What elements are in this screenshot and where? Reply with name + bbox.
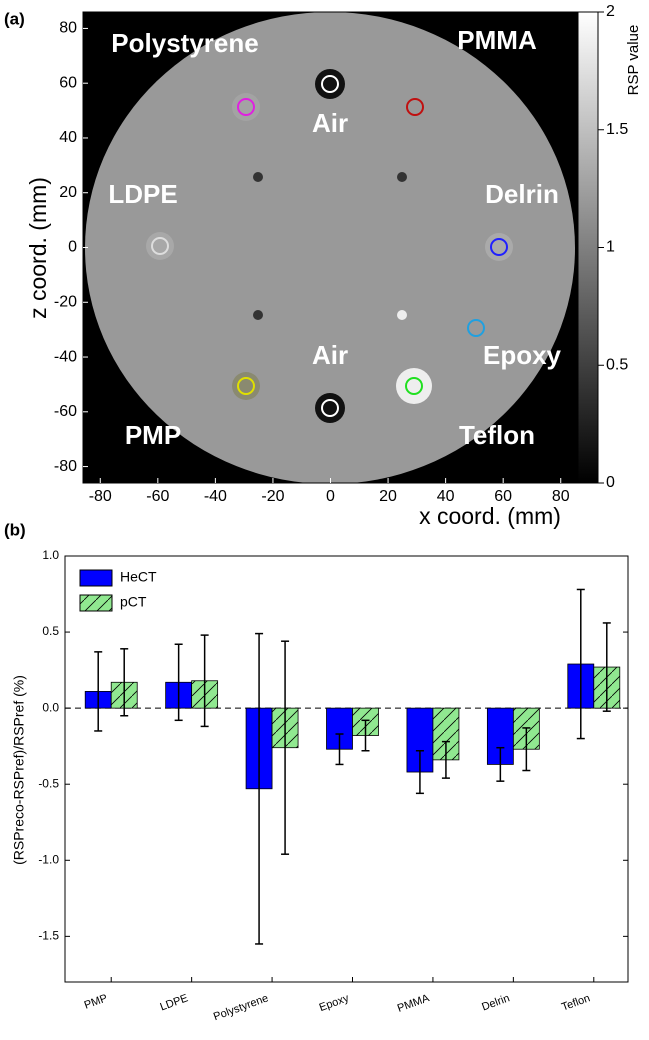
- y-tick-label: -0.5: [38, 776, 59, 790]
- y-tick-label: -1.0: [38, 852, 59, 866]
- y-tick-label: -20: [54, 293, 77, 310]
- x-tick-label: 40: [437, 488, 455, 505]
- x-tick-label: 80: [552, 488, 570, 505]
- x-tick-label: -80: [89, 488, 112, 505]
- panel-label: (a): [4, 9, 25, 28]
- colorbar-tick-label: 1: [606, 239, 615, 256]
- material-label: Epoxy: [483, 340, 562, 370]
- material-label: LDPE: [108, 179, 177, 209]
- x-tick-label: -20: [261, 488, 284, 505]
- colorbar-tick-label: 2: [606, 3, 615, 20]
- material-label: Delrin: [485, 179, 559, 209]
- x-axis-label: x coord. (mm): [419, 503, 561, 529]
- y-tick-label: 0: [68, 239, 77, 256]
- x-tick-label: -60: [146, 488, 169, 505]
- legend-hatch: [80, 595, 112, 611]
- y-tick-label: 40: [59, 129, 77, 146]
- x-tick-label: 60: [494, 488, 512, 505]
- material-label: Polystyrene: [111, 28, 258, 58]
- x-tick-label: -40: [204, 488, 227, 505]
- colorbar-tick-label: 0: [606, 474, 615, 491]
- material-label: PMP: [125, 420, 181, 450]
- x-tick-label: 0: [326, 488, 335, 505]
- legend-label: HeCT: [120, 569, 157, 585]
- y-tick-label: 1.0: [42, 548, 59, 562]
- x-tick-label: Teflon: [560, 992, 592, 1013]
- y-tick-label: -80: [54, 458, 77, 475]
- x-tick-label: PMP: [83, 992, 110, 1011]
- x-tick-label: Polystyrene: [212, 992, 270, 1023]
- material-label: Air: [312, 108, 348, 138]
- colorbar-tick-label: 0.5: [606, 356, 628, 373]
- panel-label: (b): [4, 520, 26, 539]
- y-tick-label: 60: [59, 74, 77, 91]
- legend-swatch: [79, 569, 113, 587]
- material-label: Air: [312, 340, 348, 370]
- x-tick-label: PMMA: [396, 992, 432, 1015]
- material-label: PMMA: [457, 25, 537, 55]
- y-tick-label: 0.5: [42, 624, 59, 638]
- legend-label: pCT: [120, 594, 147, 610]
- x-tick-label: Delrin: [480, 992, 511, 1013]
- x-tick-label: Epoxy: [318, 992, 351, 1014]
- colorbar-tick-label: 1.5: [606, 121, 628, 138]
- colorbar: [577, 11, 599, 484]
- x-tick-label: 20: [379, 488, 397, 505]
- plot-frame: [64, 555, 629, 983]
- colorbar-label: RSP value: [625, 25, 642, 96]
- y-tick-label: 80: [59, 20, 77, 37]
- y-tick-label: 20: [59, 184, 77, 201]
- y-axis-label: z coord. (mm): [25, 177, 51, 319]
- y-tick-label: -60: [54, 403, 77, 420]
- material-label: Teflon: [459, 420, 535, 450]
- y-tick-label: -40: [54, 348, 77, 365]
- y-axis-label: (RSPreco-RSPref)/RSPref (%): [11, 675, 27, 865]
- x-tick-label: LDPE: [159, 992, 190, 1013]
- y-tick-label: -1.5: [38, 929, 59, 943]
- ct-image: [83, 12, 578, 483]
- y-tick-label: 0.0: [42, 700, 59, 714]
